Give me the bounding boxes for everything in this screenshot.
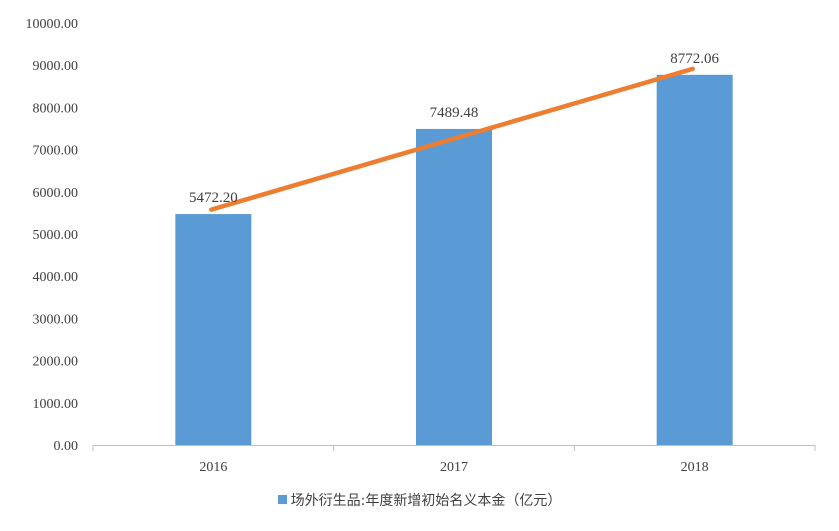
legend: 场外衍生品:年度新增初始名义本金（亿元） <box>0 490 839 510</box>
y-tick-label: 0.00 <box>54 439 79 454</box>
data-labels: 5472.20 7489.48 8772.06 <box>189 51 720 206</box>
y-tick-label: 8000.00 <box>33 101 79 116</box>
trendline <box>209 66 695 212</box>
x-tick-label: 2017 <box>440 460 468 475</box>
x-tick-label: 2018 <box>681 460 709 475</box>
bar-2018 <box>656 74 733 446</box>
y-tick-label: 3000.00 <box>33 312 79 327</box>
y-tick-label: 4000.00 <box>33 270 79 285</box>
y-tick-label: 9000.00 <box>33 59 79 74</box>
legend-swatch <box>277 494 287 504</box>
y-tick-label: 2000.00 <box>33 355 79 370</box>
y-tick-label: 1000.00 <box>33 397 79 412</box>
x-axis: 2016 2017 2018 <box>92 445 816 475</box>
data-label-2017: 7489.48 <box>430 105 479 121</box>
y-tick-label: 5000.00 <box>33 228 79 243</box>
y-tick-label: 10000.00 <box>26 17 79 32</box>
trendline-layer <box>209 66 695 212</box>
legend-label: 场外衍生品:年度新增初始名义本金（亿元） <box>290 493 562 509</box>
bars <box>175 74 733 446</box>
data-label-2016: 5472.20 <box>189 190 238 206</box>
bar-2016 <box>175 214 252 445</box>
y-axis-ticks: 0.00 1000.00 2000.00 3000.00 4000.00 5000.00 6… <box>26 17 79 454</box>
x-tick-label: 2016 <box>199 460 227 475</box>
data-label-2018: 8772.06 <box>670 51 719 67</box>
y-tick-label: 7000.00 <box>33 144 79 159</box>
y-tick-label: 6000.00 <box>33 186 79 201</box>
bar-2017 <box>416 128 492 445</box>
